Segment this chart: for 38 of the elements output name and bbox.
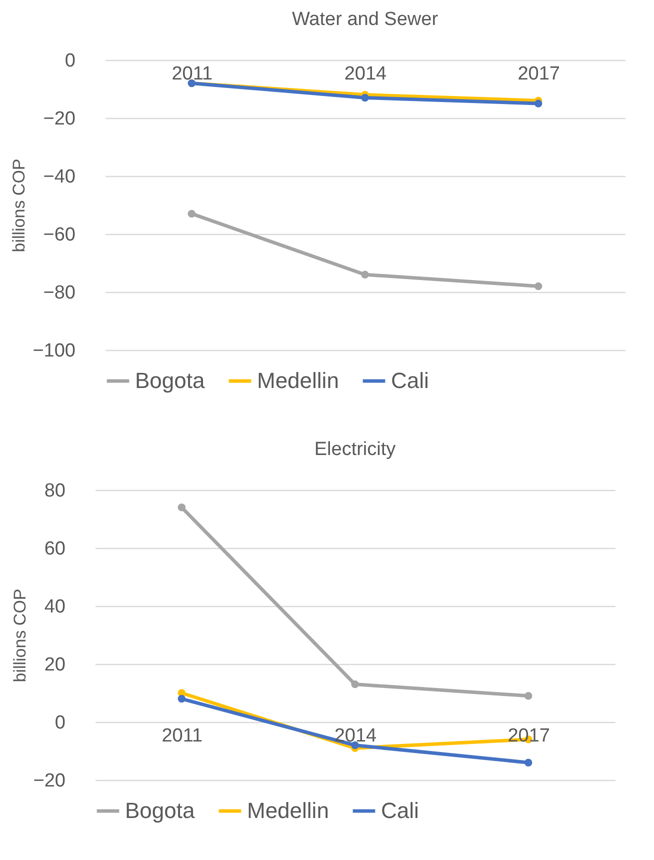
x-tick-label: 2017 bbox=[518, 64, 560, 84]
x-tick-label: 2017 bbox=[508, 726, 550, 746]
point bbox=[524, 758, 532, 766]
legend-label: Medellin bbox=[247, 798, 329, 823]
y-tick-label: −20 bbox=[43, 108, 76, 130]
x-tick-label: 2011 bbox=[162, 726, 203, 746]
y-tick-label: 20 bbox=[44, 654, 66, 676]
point bbox=[534, 282, 542, 290]
y-tick-label: 80 bbox=[44, 480, 66, 502]
legend-label: Medellin bbox=[257, 368, 339, 393]
y-tick-label: −60 bbox=[43, 224, 76, 246]
point bbox=[361, 270, 369, 278]
y-axis-title: billions COP bbox=[10, 588, 30, 682]
y-tick-label: −20 bbox=[33, 770, 66, 792]
y-tick-label: 40 bbox=[44, 596, 66, 618]
legend-label: Cali bbox=[381, 798, 419, 823]
y-axis-title: billions COP bbox=[10, 158, 29, 252]
y-tick-label: 0 bbox=[64, 50, 76, 72]
y-tick-label: 60 bbox=[44, 538, 66, 560]
point bbox=[534, 100, 542, 108]
point bbox=[178, 504, 186, 512]
legend-label: Cali bbox=[391, 368, 429, 393]
point bbox=[351, 680, 359, 688]
point bbox=[361, 94, 369, 102]
point bbox=[188, 210, 196, 218]
x-tick-label: 2014 bbox=[334, 726, 378, 746]
y-tick-label: −80 bbox=[43, 282, 76, 304]
chart-title: Electricity bbox=[314, 439, 396, 460]
legend-label: Bogota bbox=[135, 368, 206, 393]
y-tick-label: −40 bbox=[43, 166, 76, 188]
legend-label: Bogota bbox=[125, 798, 196, 823]
x-tick-label: 2011 bbox=[172, 64, 213, 84]
y-tick-label: −100 bbox=[32, 340, 76, 362]
x-tick-label: 2014 bbox=[344, 64, 388, 84]
point bbox=[178, 694, 186, 703]
chart-title: Water and Sewer bbox=[292, 9, 439, 30]
y-tick-label: 0 bbox=[54, 712, 66, 734]
point bbox=[524, 692, 532, 700]
